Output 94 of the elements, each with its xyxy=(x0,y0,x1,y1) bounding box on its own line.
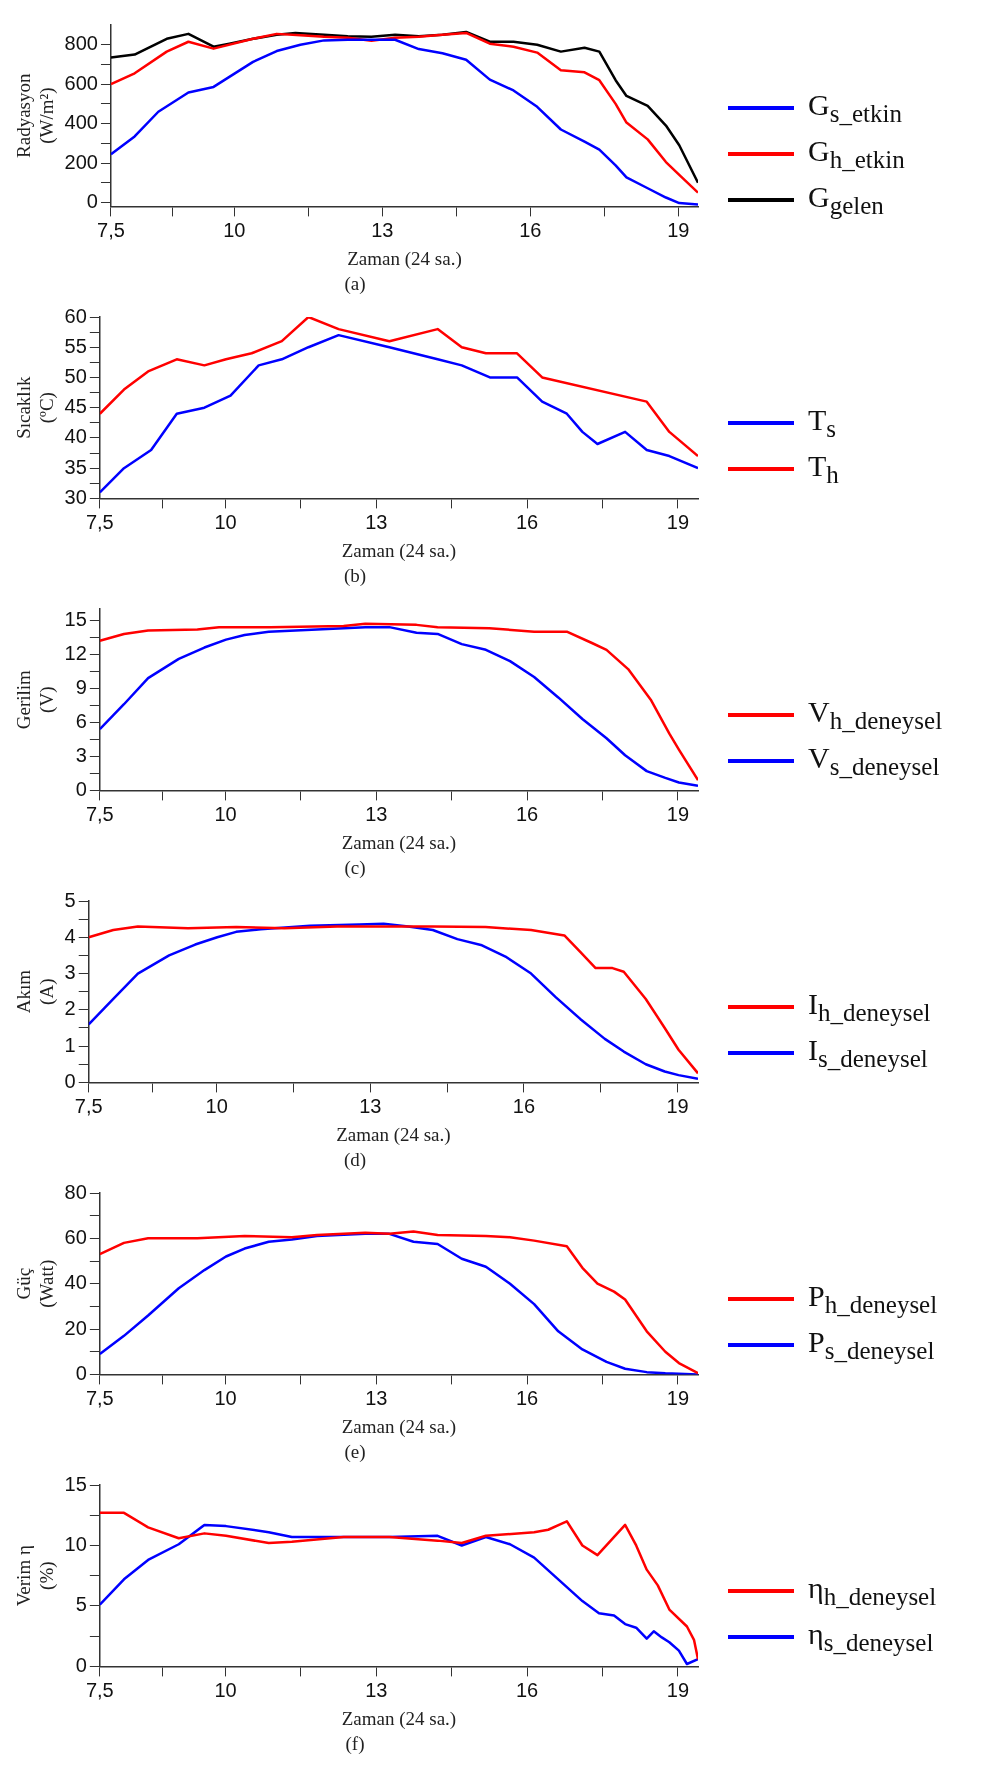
x-axis-title: Zaman (24 sa.) xyxy=(336,1123,451,1146)
legend-label: T$_{s}$ xyxy=(808,403,837,443)
text: (c) xyxy=(344,856,366,879)
y-tick-label: 4 xyxy=(64,924,76,947)
x-tick-label: 10 xyxy=(214,1386,237,1409)
y-tick-label: 400 xyxy=(64,111,98,134)
y-axis-title: Akım (A) xyxy=(13,969,59,1014)
x-tick-label: 10 xyxy=(214,510,237,533)
text: (e) xyxy=(344,1440,366,1463)
x-tick-label: 19 xyxy=(667,218,690,241)
y-tick-label: 20 xyxy=(64,1316,87,1339)
x-tick-label: 7,5 xyxy=(85,1386,114,1409)
y-tick-label: 60 xyxy=(64,304,87,327)
x-tick-label: 19 xyxy=(666,510,690,533)
y-tick-label: 0 xyxy=(64,1069,76,1092)
x-tick-label: 16 xyxy=(515,802,539,825)
x-tick-label: 7,5 xyxy=(97,218,125,241)
y-tick-label: 6 xyxy=(75,709,87,732)
y-tick-label: 12 xyxy=(64,641,87,664)
y-tick-label: 60 xyxy=(64,1225,87,1248)
y-tick-label: 0 xyxy=(86,189,98,212)
legend-label: P$_{h_deneysel}$ xyxy=(808,1279,938,1319)
y-axis-title: Sıcaklık (ºC) xyxy=(13,376,59,439)
x-axis-title: Zaman (24 sa.) xyxy=(341,539,457,562)
y-tick-label: 50 xyxy=(64,364,87,387)
x-axis-title: Zaman (24 sa.) xyxy=(347,247,462,270)
y-axis-title: Güç (Watt) xyxy=(13,1259,59,1308)
legend-label: V$_{s_deneysel}$ xyxy=(808,741,940,781)
legend-label: G$_{h_etkin}$ xyxy=(808,134,905,174)
x-axis-title: Zaman (24 sa.) xyxy=(341,831,457,854)
y-tick-label: 600 xyxy=(64,71,98,94)
x-tick-label: 10 xyxy=(214,1678,237,1701)
y-axis-title: Verim η (%) xyxy=(13,1545,59,1607)
y-tick-label: 0 xyxy=(75,1653,87,1676)
legend-label: V$_{h_deneysel}$ xyxy=(808,695,943,735)
y-tick-label: 800 xyxy=(64,32,98,55)
y-tick-label: 45 xyxy=(64,395,87,418)
x-tick-label: 13 xyxy=(365,510,388,533)
y-tick-label: 3 xyxy=(64,961,76,984)
y-tick-label: 15 xyxy=(64,607,87,630)
x-tick-label: 16 xyxy=(519,218,542,241)
x-tick-label: 19 xyxy=(666,1678,690,1701)
x-tick-label: 13 xyxy=(359,1094,382,1117)
x-axis-title: Zaman (24 sa.) xyxy=(341,1707,457,1730)
x-tick-label: 19 xyxy=(666,802,690,825)
legend-label: I$_{h_deneysel}$ xyxy=(808,987,931,1027)
legend-label: G$_{gelen}$ xyxy=(808,180,884,220)
legend-label: T$_{h}$ xyxy=(808,449,839,489)
y-tick-label: 1 xyxy=(64,1033,76,1056)
y-tick-label: 9 xyxy=(75,675,87,698)
y-tick-label: 0 xyxy=(75,1361,87,1384)
x-tick-label: 7,5 xyxy=(74,1094,103,1117)
y-tick-label: 55 xyxy=(64,334,87,357)
y-tick-label: 80 xyxy=(64,1180,87,1203)
x-tick-label: 10 xyxy=(205,1094,228,1117)
y-tick-label: 30 xyxy=(64,485,87,508)
y-tick-label: 40 xyxy=(64,1271,87,1294)
x-tick-label: 19 xyxy=(666,1386,690,1409)
y-tick-label: 5 xyxy=(64,888,76,911)
x-tick-label: 16 xyxy=(515,510,539,533)
x-tick-label: 7,5 xyxy=(85,510,114,533)
x-tick-label: 7,5 xyxy=(85,802,114,825)
x-tick-label: 13 xyxy=(371,218,394,241)
x-tick-label: 13 xyxy=(365,802,388,825)
x-tick-label: 13 xyxy=(365,1386,388,1409)
legend-label: I$_{s_deneysel}$ xyxy=(808,1033,928,1073)
y-tick-label: 15 xyxy=(64,1472,87,1495)
y-tick-label: 3 xyxy=(75,743,87,766)
y-tick-label: 0 xyxy=(75,777,87,800)
legend-label: G$_{s_etkin}$ xyxy=(808,88,902,128)
x-tick-label: 10 xyxy=(223,218,246,241)
y-tick-label: 40 xyxy=(64,425,87,448)
y-tick-label: 35 xyxy=(64,455,87,478)
x-axis-title: Zaman (24 sa.) xyxy=(341,1415,457,1438)
legend-label: η$_{h_deneysel}$ xyxy=(808,1571,937,1611)
y-tick-label: 10 xyxy=(64,1532,87,1555)
x-tick-label: 13 xyxy=(365,1678,388,1701)
legend-label: P$_{s_deneysel}$ xyxy=(808,1325,935,1365)
text: (d) xyxy=(343,1148,367,1171)
legend-label: η$_{s_deneysel}$ xyxy=(808,1617,934,1657)
x-tick-label: 16 xyxy=(515,1678,539,1701)
x-tick-label: 19 xyxy=(666,1094,689,1117)
y-tick-label: 5 xyxy=(75,1593,87,1616)
x-tick-label: 10 xyxy=(214,802,237,825)
y-tick-label: 2 xyxy=(64,997,76,1020)
x-tick-label: 16 xyxy=(515,1386,539,1409)
text: (f) xyxy=(345,1732,365,1755)
y-axis-title: Radyasyon (W/m²) xyxy=(13,72,59,158)
y-axis-title: Gerilim (V) xyxy=(13,669,59,730)
x-tick-label: 7,5 xyxy=(85,1678,114,1701)
text: (a) xyxy=(344,272,366,295)
y-tick-label: 200 xyxy=(64,150,98,173)
x-tick-label: 16 xyxy=(512,1094,536,1117)
text: (b) xyxy=(343,564,367,587)
